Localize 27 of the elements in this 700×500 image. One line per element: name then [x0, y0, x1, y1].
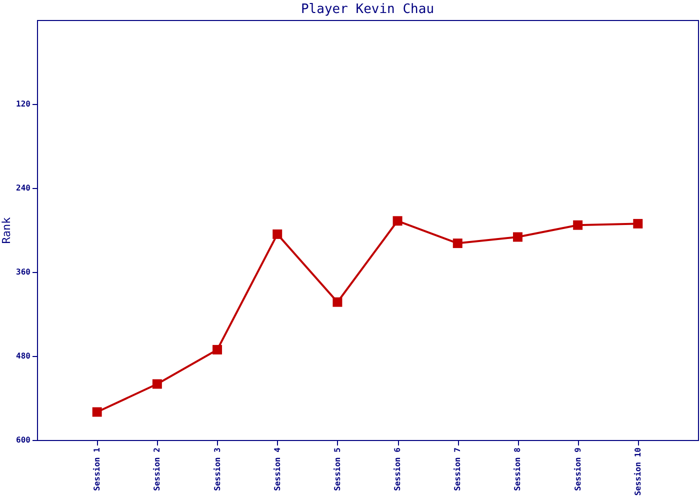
chart-title: Player Kevin Chau: [300, 2, 434, 17]
x-tick-label: Session 7: [453, 447, 462, 491]
point: [452, 238, 462, 248]
x-tick-label: Session 5: [332, 447, 342, 491]
x-tick-label: Session 3: [212, 447, 222, 491]
point: [212, 344, 222, 354]
point: [392, 216, 402, 226]
x-tick-label: Session 8: [513, 447, 522, 491]
point: [92, 407, 102, 417]
y-axis-title: Rank: [0, 216, 14, 244]
y-tick-label: 600: [16, 436, 31, 444]
x-tick-label: Session 4: [272, 447, 282, 491]
x-tick-label: Session 10: [633, 447, 642, 496]
x-tick-label: Session 2: [152, 447, 162, 491]
x-tick-label: Session 9: [573, 447, 582, 491]
point: [332, 297, 342, 307]
y-tick-label: 360: [16, 268, 31, 276]
point: [152, 379, 162, 389]
point: [633, 218, 643, 228]
point: [573, 220, 583, 230]
y-tick-label: 480: [16, 352, 31, 360]
x-tick-label: Session 6: [393, 447, 402, 491]
y-tick-label: 240: [16, 184, 31, 192]
point: [512, 232, 522, 242]
y-tick-label: 120: [16, 100, 31, 108]
x-tick-label: Session 1: [92, 447, 102, 491]
point: [272, 229, 282, 239]
